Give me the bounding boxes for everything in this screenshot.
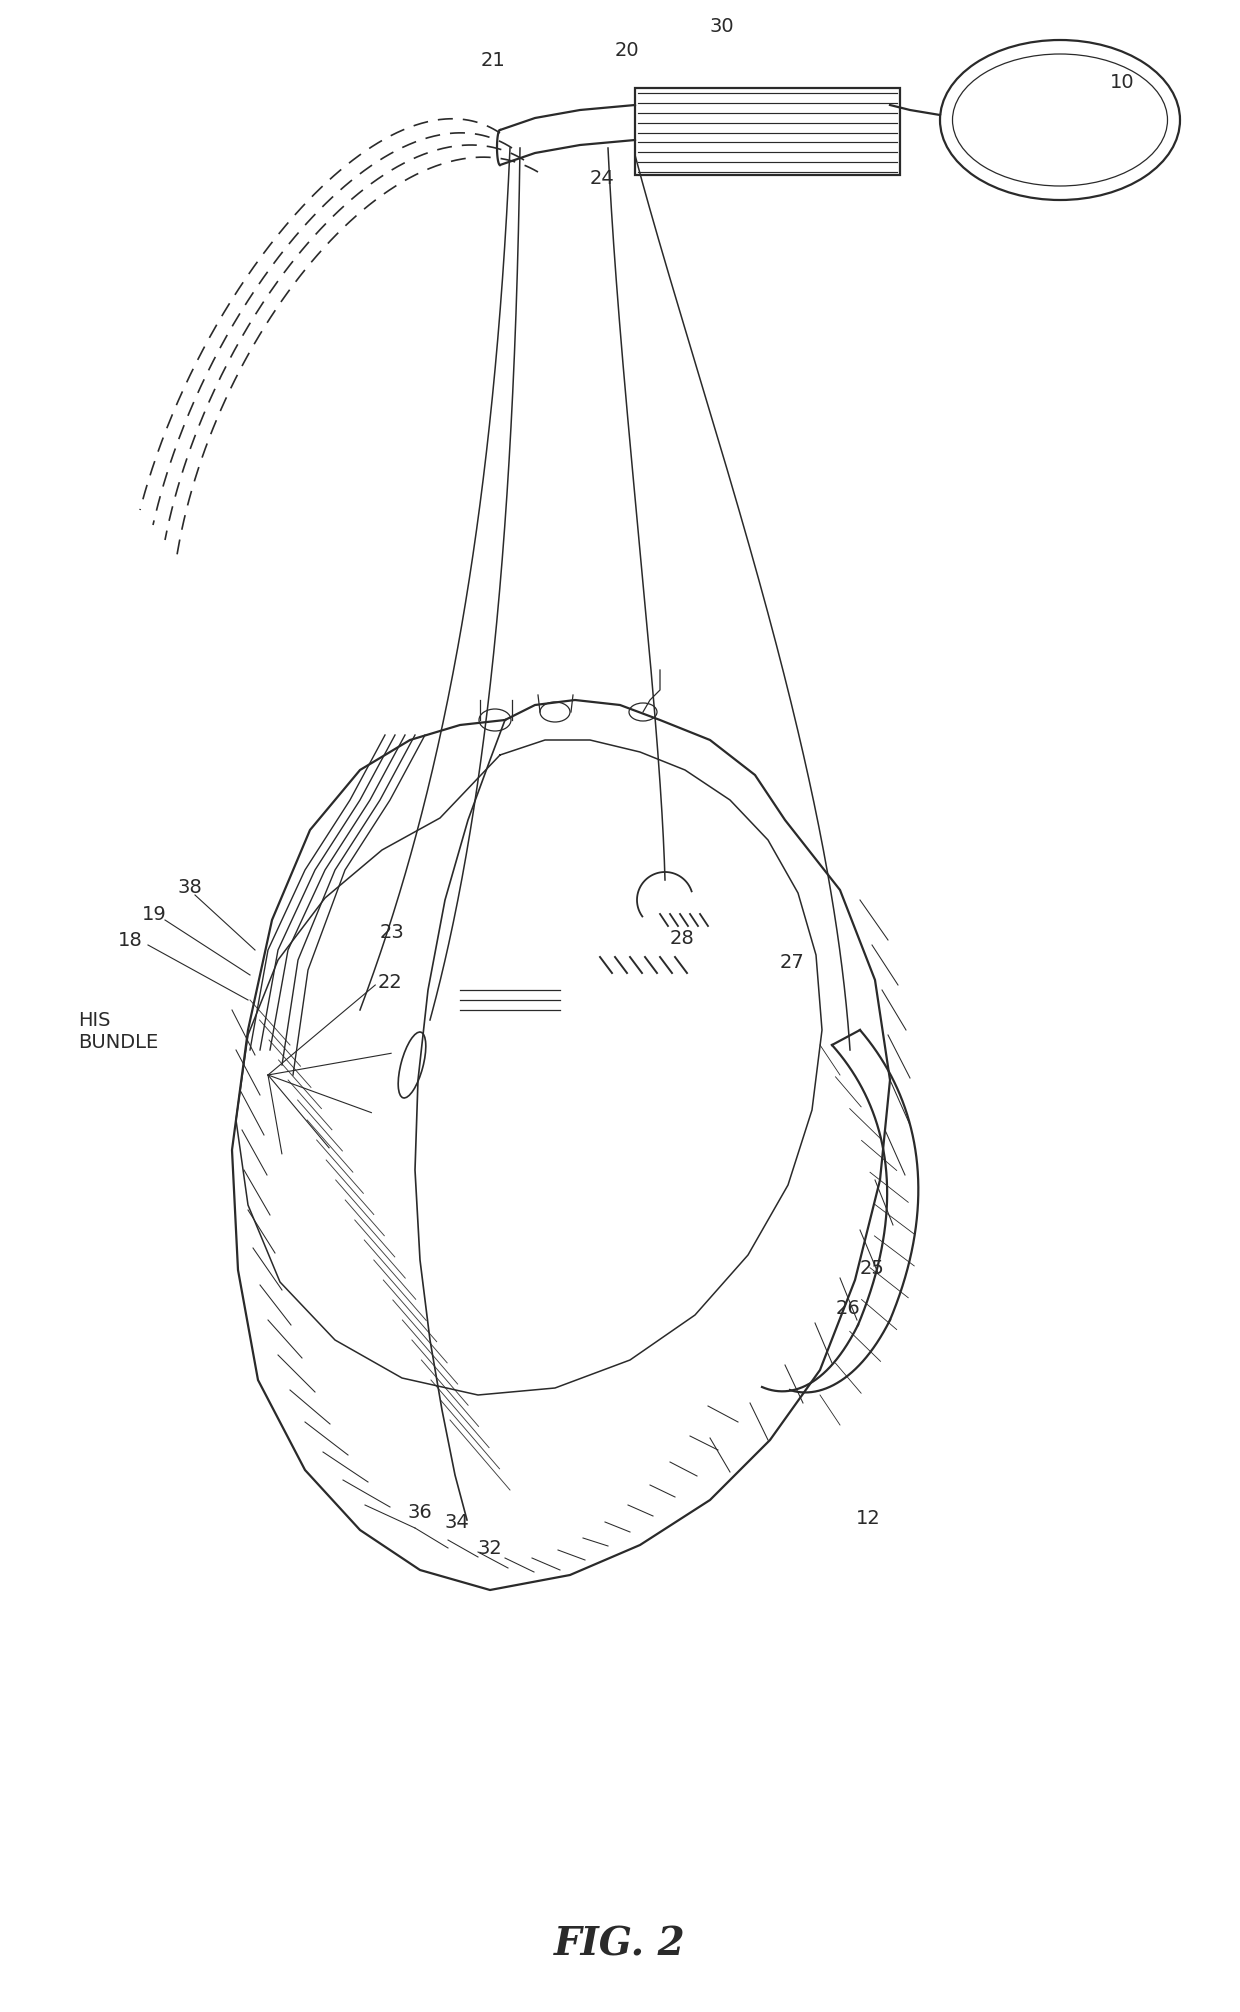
Text: 10: 10 bbox=[1110, 72, 1135, 91]
Text: 20: 20 bbox=[615, 40, 640, 60]
Text: 30: 30 bbox=[709, 16, 734, 36]
Text: 21: 21 bbox=[481, 50, 506, 70]
Text: 27: 27 bbox=[780, 952, 805, 972]
Text: 22: 22 bbox=[378, 972, 402, 992]
Text: 26: 26 bbox=[836, 1298, 861, 1318]
Text: 25: 25 bbox=[859, 1258, 884, 1278]
Text: HIS
BUNDLE: HIS BUNDLE bbox=[78, 1012, 159, 1052]
Text: 19: 19 bbox=[141, 905, 166, 924]
Text: 38: 38 bbox=[177, 877, 202, 897]
Bar bbox=[635, 89, 900, 175]
Text: 23: 23 bbox=[379, 921, 404, 942]
Text: 12: 12 bbox=[856, 1509, 880, 1527]
Text: 32: 32 bbox=[477, 1539, 502, 1557]
Text: 24: 24 bbox=[590, 169, 614, 187]
Text: 36: 36 bbox=[408, 1503, 433, 1521]
Text: FIG. 2: FIG. 2 bbox=[554, 1925, 686, 1964]
Text: 34: 34 bbox=[445, 1513, 470, 1531]
Text: 18: 18 bbox=[118, 930, 143, 950]
Text: 28: 28 bbox=[670, 928, 694, 948]
